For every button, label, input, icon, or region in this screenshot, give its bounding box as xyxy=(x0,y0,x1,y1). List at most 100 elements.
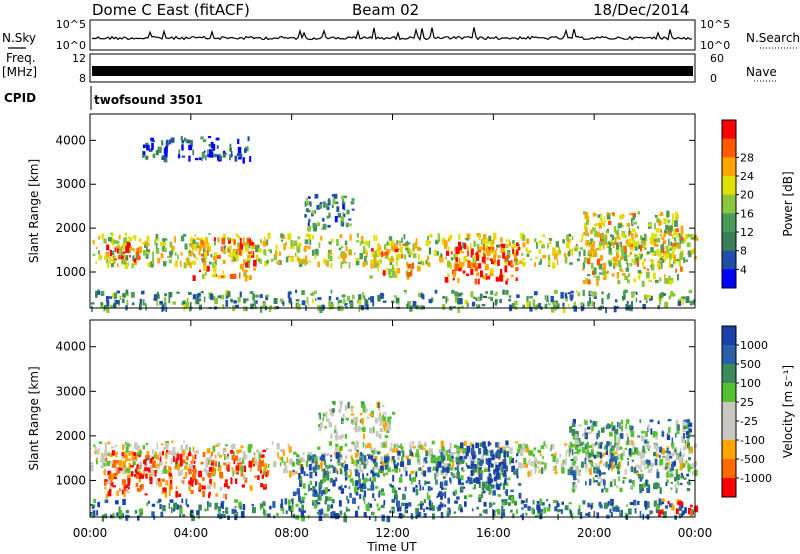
velocity-echo-cell xyxy=(308,464,312,471)
velocity-echo-cell xyxy=(358,472,360,478)
velocity-echo-cell xyxy=(585,481,587,486)
freq-label: Freq. xyxy=(6,51,36,65)
power-echo-cell xyxy=(147,262,151,268)
velocity-echo-cell xyxy=(321,468,326,471)
power-echo-cell xyxy=(230,255,234,258)
velocity-echo-cell xyxy=(309,471,313,479)
velocity-echo-cell xyxy=(380,461,382,464)
velocity-echo-cell xyxy=(159,456,162,464)
power-echo-cell xyxy=(312,234,315,240)
velocity-echo-cell xyxy=(525,448,530,453)
velocity-echo-cell xyxy=(107,490,112,497)
velocity-echo-cell xyxy=(619,422,621,430)
velocity-echo-cell xyxy=(410,513,413,520)
velocity-echo-cell xyxy=(182,480,185,484)
power-echo-cell xyxy=(593,223,598,226)
power-echo-cell xyxy=(237,235,240,239)
velocity-colorbar-segment xyxy=(722,383,736,403)
velocity-echo-cell xyxy=(554,471,558,475)
velocity-echo-cell xyxy=(534,470,537,474)
power-echo-cell xyxy=(276,261,281,265)
velocity-echo-cell xyxy=(670,487,673,490)
velocity-echo-cell xyxy=(138,454,141,458)
power-echo-cell xyxy=(541,244,546,249)
power-echo-cell xyxy=(620,269,624,273)
power-echo-cell xyxy=(454,291,458,296)
velocity-echo-cell xyxy=(258,453,261,460)
velocity-echo-cell xyxy=(436,470,438,473)
velocity-echo-cell xyxy=(467,476,470,482)
velocity-echo-cell xyxy=(478,496,482,501)
power-echo-cell xyxy=(670,241,673,246)
power-echo-cell xyxy=(480,270,483,278)
velocity-echo-cell xyxy=(292,491,297,497)
power-echo-cell xyxy=(198,292,201,297)
velocity-echo-cell xyxy=(694,443,698,448)
power-echo-cell xyxy=(183,233,187,237)
power-echo-cell xyxy=(345,222,349,228)
nsky-panel xyxy=(89,19,696,51)
power-echo-cell xyxy=(595,222,599,227)
power-echo-cell xyxy=(308,201,311,205)
power-echo-cell xyxy=(692,248,695,255)
power-echo-cell xyxy=(577,292,581,297)
power-echo-cell xyxy=(630,244,633,247)
velocity-echo-cell xyxy=(112,512,115,519)
power-echo-cell xyxy=(425,240,430,246)
power-echo-cell xyxy=(133,258,137,263)
power-echo-cell xyxy=(582,262,585,269)
velocity-echo-cell xyxy=(109,454,113,457)
velocity-echo-cell xyxy=(363,463,367,469)
power-echo-cell xyxy=(110,232,113,236)
velocity-echo-cell xyxy=(653,485,655,489)
velocity-echo-cell xyxy=(476,477,480,484)
power-echo-cell xyxy=(333,193,338,199)
velocity-echo-cell xyxy=(463,460,466,464)
nsearch-tick-high: 10^5 xyxy=(700,18,730,31)
velocity-echo-cell xyxy=(167,470,172,474)
power-echo-cell xyxy=(132,255,135,262)
velocity-echo-cell xyxy=(281,456,284,463)
velocity-echo-cell xyxy=(407,459,411,466)
velocity-echo-cell xyxy=(639,477,643,482)
velocity-echo-cell xyxy=(326,509,329,512)
velocity-colorbar-segment xyxy=(722,478,736,498)
power-echo-cell xyxy=(351,208,355,211)
cpid-value: twofsound 3501 xyxy=(94,93,203,107)
velocity-echo-cell xyxy=(495,451,498,456)
power-echo-cell xyxy=(240,237,242,244)
velocity-echo-cell xyxy=(129,451,134,456)
velocity-echo-cell xyxy=(478,494,483,497)
velocity-echo-cell xyxy=(322,489,326,495)
velocity-echo-cell xyxy=(449,477,452,482)
power-echo-cell xyxy=(186,261,191,266)
velocity-echo-cell xyxy=(280,499,283,505)
power-echo-cell xyxy=(649,259,654,262)
power-echo-cell xyxy=(278,251,281,257)
power-echo-cell xyxy=(640,244,643,252)
power-echo-cell xyxy=(117,247,119,254)
velocity-echo-cell xyxy=(318,424,321,428)
velocity-echo-cell xyxy=(637,435,641,438)
velocity-echo-cell xyxy=(593,466,596,473)
velocity-echo-cell xyxy=(191,465,196,472)
power-echo-cell xyxy=(130,292,135,298)
velocity-echo-cell xyxy=(460,486,464,492)
velocity-echo-cell xyxy=(444,504,446,507)
velocity-echo-cell xyxy=(394,465,399,473)
power-echo-cell xyxy=(632,215,635,221)
velocity-echo-cell xyxy=(207,501,209,507)
power-echo-cell xyxy=(458,246,462,251)
velocity-echo-cell xyxy=(567,449,570,453)
power-echo-cell xyxy=(230,298,233,303)
power-echo-cell xyxy=(185,257,190,263)
power-echo-cell xyxy=(584,212,589,219)
power-echo-cell xyxy=(675,228,679,233)
velocity-echo-cell xyxy=(539,511,543,514)
velocity-echo-cell xyxy=(605,488,609,493)
power-echo-cell xyxy=(393,243,397,250)
velocity-echo-cell xyxy=(527,471,531,477)
power-echo-cell xyxy=(204,150,206,153)
power-echo-cell xyxy=(453,270,456,278)
power-echo-cell xyxy=(599,217,603,221)
